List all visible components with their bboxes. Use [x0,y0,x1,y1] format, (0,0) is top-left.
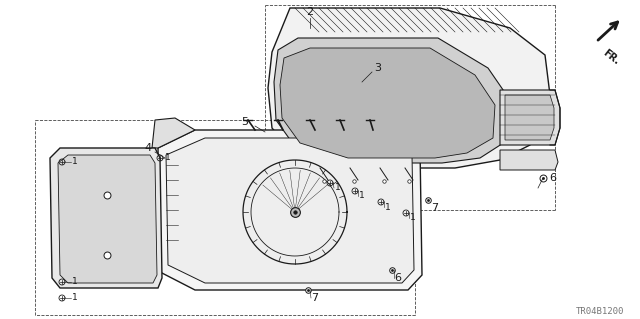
Polygon shape [505,95,554,140]
Text: 1: 1 [72,278,78,286]
Text: 5: 5 [241,117,248,127]
Text: 3: 3 [374,63,381,73]
Polygon shape [50,148,162,288]
Text: 1: 1 [335,183,341,192]
Text: 6: 6 [394,273,401,283]
Polygon shape [274,38,510,163]
Text: 1: 1 [72,293,78,302]
Polygon shape [500,90,560,145]
Text: FR.: FR. [601,48,621,67]
Polygon shape [268,8,550,168]
Text: 6: 6 [550,173,557,183]
Text: 2: 2 [307,7,314,17]
Text: 7: 7 [312,293,319,303]
Text: 1: 1 [165,153,171,162]
Text: 4: 4 [145,143,152,153]
Polygon shape [158,130,422,290]
Polygon shape [166,138,414,283]
Text: 1: 1 [410,213,416,222]
Text: TR04B1200: TR04B1200 [576,308,624,316]
Text: 1: 1 [385,203,391,211]
Text: 1: 1 [72,158,78,167]
Polygon shape [500,150,558,170]
Text: 1: 1 [359,191,365,201]
Polygon shape [58,155,157,283]
Polygon shape [152,118,195,148]
Polygon shape [280,48,495,158]
Text: 7: 7 [431,203,438,213]
Polygon shape [385,118,422,155]
